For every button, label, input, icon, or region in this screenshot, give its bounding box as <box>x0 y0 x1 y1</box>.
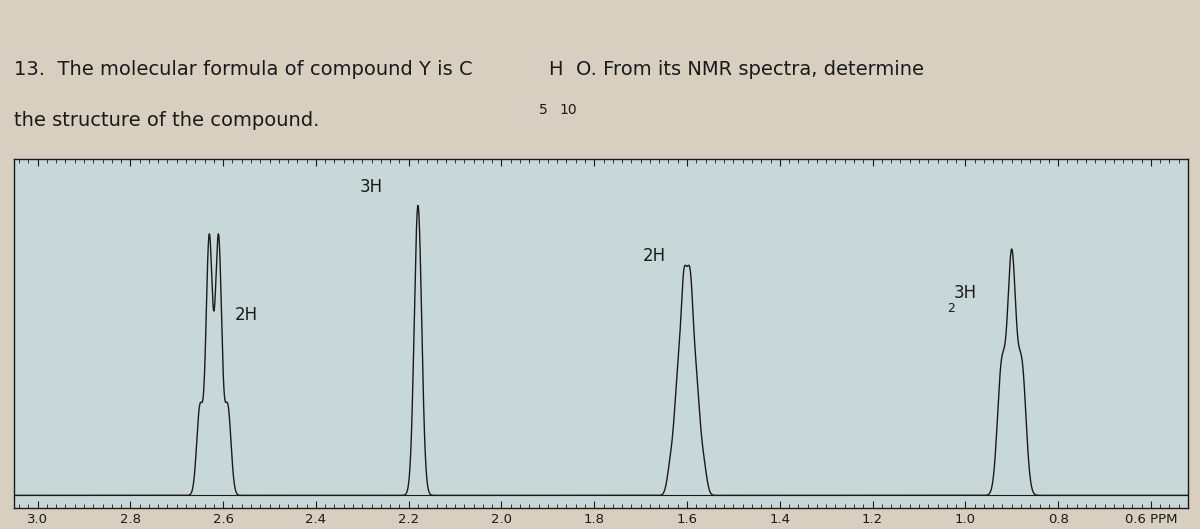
Text: 2: 2 <box>947 302 955 315</box>
Text: 10: 10 <box>559 104 577 117</box>
Text: 2H: 2H <box>235 306 258 324</box>
Text: 13.  The molecular formula of compound Y is C: 13. The molecular formula of compound Y … <box>14 60 473 79</box>
Text: 3H: 3H <box>954 284 977 302</box>
Text: H: H <box>547 60 563 79</box>
Text: the structure of the compound.: the structure of the compound. <box>14 111 319 130</box>
Text: 5: 5 <box>540 104 548 117</box>
Text: 3H: 3H <box>360 178 383 196</box>
Text: 2H: 2H <box>643 247 666 264</box>
Text: O. From its NMR spectra, determine: O. From its NMR spectra, determine <box>576 60 924 79</box>
